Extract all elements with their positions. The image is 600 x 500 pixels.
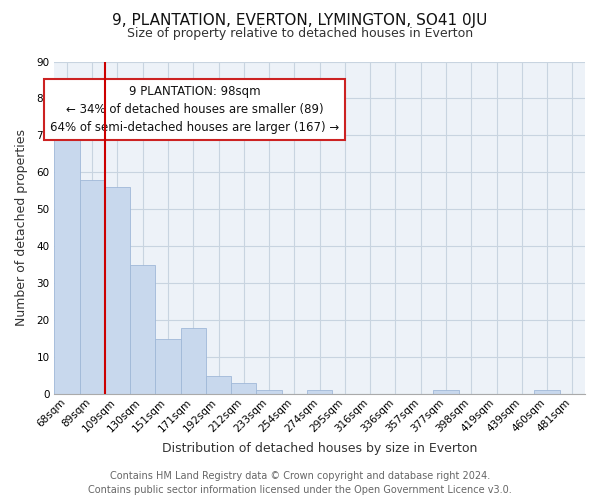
- Bar: [130, 264, 155, 394]
- Bar: [256, 390, 282, 394]
- Text: Size of property relative to detached houses in Everton: Size of property relative to detached ho…: [127, 28, 473, 40]
- Bar: [206, 376, 231, 394]
- Text: Contains HM Land Registry data © Crown copyright and database right 2024.
Contai: Contains HM Land Registry data © Crown c…: [88, 471, 512, 495]
- Bar: [55, 139, 80, 394]
- Text: 9 PLANTATION: 98sqm
← 34% of detached houses are smaller (89)
64% of semi-detach: 9 PLANTATION: 98sqm ← 34% of detached ho…: [50, 85, 340, 134]
- Text: 9, PLANTATION, EVERTON, LYMINGTON, SO41 0JU: 9, PLANTATION, EVERTON, LYMINGTON, SO41 …: [112, 12, 488, 28]
- X-axis label: Distribution of detached houses by size in Everton: Distribution of detached houses by size …: [162, 442, 478, 455]
- Bar: [433, 390, 458, 394]
- Bar: [105, 187, 130, 394]
- Bar: [155, 338, 181, 394]
- Bar: [307, 390, 332, 394]
- Bar: [231, 383, 256, 394]
- Bar: [80, 180, 105, 394]
- Bar: [535, 390, 560, 394]
- Bar: [181, 328, 206, 394]
- Y-axis label: Number of detached properties: Number of detached properties: [15, 130, 28, 326]
